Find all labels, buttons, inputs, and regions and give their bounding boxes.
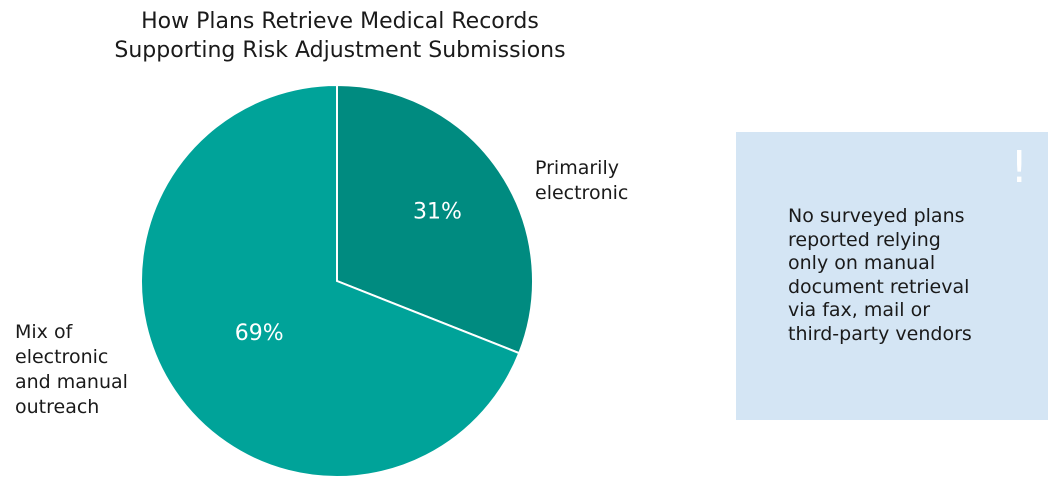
callout-text: No surveyed plans reported relying only … xyxy=(788,205,1038,346)
chart-title: How Plans Retrieve Medical Records Suppo… xyxy=(40,7,640,65)
slice-category-label-line: electronic xyxy=(535,182,629,204)
chart-title-line-1: How Plans Retrieve Medical Records xyxy=(141,9,539,34)
callout-line: only on manual xyxy=(788,252,936,274)
slice-category-label-primarily-electronic: Primarily electronic xyxy=(535,156,628,206)
callout-line: No surveyed plans xyxy=(788,205,965,227)
callout-box: ! No surveyed plans reported relying onl… xyxy=(736,132,1048,420)
callout-line: via fax, mail or xyxy=(788,299,931,321)
callout-line: document retrieval xyxy=(788,275,970,298)
pie-value-labels: 31% 69% xyxy=(235,200,462,346)
pie-value-label-1: 69% xyxy=(235,321,284,346)
callout-line: reported relying xyxy=(788,228,941,251)
pie-slices xyxy=(140,83,534,478)
pie-value-label-0: 31% xyxy=(413,200,462,225)
chart-title-line-2: Supporting Risk Adjustment Submissions xyxy=(114,38,566,63)
callout-line: third-party vendors xyxy=(788,322,972,345)
pie-slice-1 xyxy=(140,83,521,478)
slice-category-label-line: Mix of xyxy=(15,321,73,343)
slice-category-label-line: Primarily xyxy=(535,157,619,179)
exclamation-icon: ! xyxy=(1010,142,1028,193)
slice-category-label-mix: Mix of electronic and manual outreach xyxy=(15,320,128,420)
slice-category-label-line: and manual xyxy=(15,371,128,393)
pie-slice-0 xyxy=(336,83,534,355)
slice-category-label-line: electronic xyxy=(15,346,109,368)
pie-chart: 31% 69% xyxy=(140,83,534,478)
slice-category-label-line: outreach xyxy=(15,396,100,418)
